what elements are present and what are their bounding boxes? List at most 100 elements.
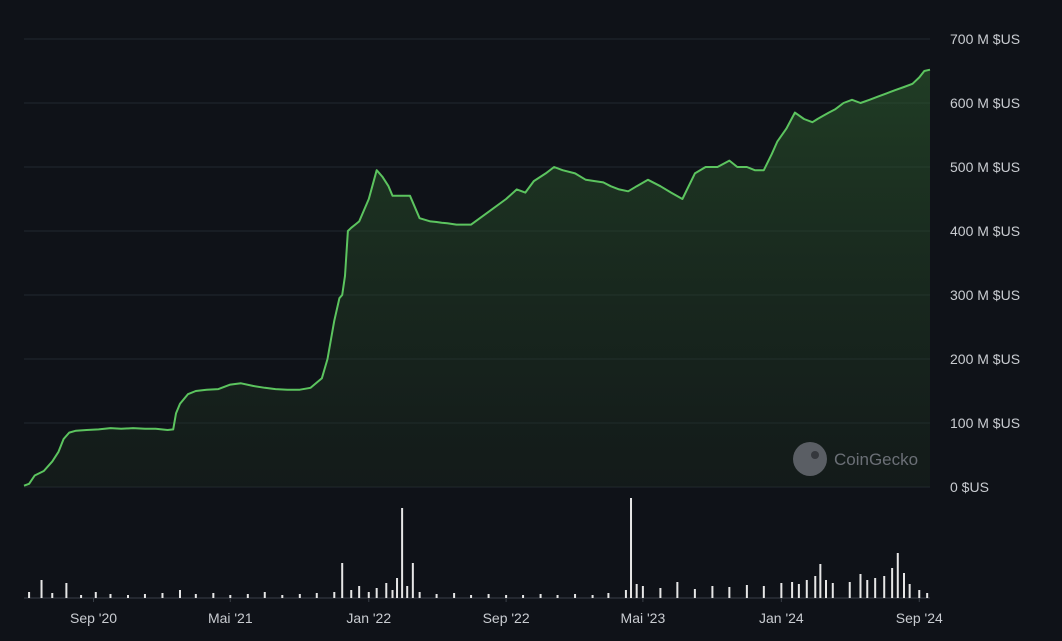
x-tick-label: Sep '22: [483, 610, 530, 626]
volume-bar: [109, 594, 112, 598]
coingecko-watermark: CoinGecko: [793, 442, 918, 476]
y-tick-label: 600 M $US: [950, 95, 1020, 111]
volume-bar: [780, 583, 783, 598]
volume-bar: [375, 588, 378, 598]
volume-bar: [918, 590, 921, 598]
volume-bar: [883, 576, 886, 598]
volume-bar: [298, 594, 301, 598]
volume-bar: [126, 595, 129, 598]
volume-bar: [143, 594, 146, 598]
volume-bar: [659, 588, 662, 598]
x-tick-label: Mai '21: [208, 610, 253, 626]
volume-bar: [65, 583, 68, 598]
volume-bar: [350, 590, 353, 598]
x-tick-label: Jan '22: [346, 610, 391, 626]
volume-bar: [385, 583, 388, 598]
volume-bar: [791, 582, 794, 598]
volume-bar: [51, 593, 54, 598]
volume-bar: [591, 595, 594, 598]
gecko-logo-icon: [793, 442, 827, 476]
y-tick-label: 500 M $US: [950, 159, 1020, 175]
volume-bar: [805, 580, 808, 598]
volume-bar: [418, 592, 421, 598]
volume-bars: [28, 498, 929, 598]
volume-bar: [848, 582, 851, 598]
x-axis-labels: Sep '20 Mai '21 Jan '22 Sep '22 Mai '23 Jan '…: [70, 598, 943, 626]
volume-bar: [281, 595, 284, 598]
volume-bar: [797, 584, 800, 598]
volume-bar: [358, 586, 361, 598]
volume-bar: [435, 594, 438, 598]
volume-bar: [28, 592, 31, 598]
volume-bar: [246, 594, 249, 598]
volume-bar: [891, 568, 894, 598]
volume-bar: [212, 593, 215, 598]
volume-bar: [40, 580, 43, 598]
volume-bar: [624, 590, 627, 598]
volume-bar: [194, 594, 197, 598]
volume-bar: [367, 592, 370, 598]
y-tick-label: 100 M $US: [950, 415, 1020, 431]
price-area-fill: [24, 69, 930, 487]
volume-bar: [745, 585, 748, 598]
volume-bar: [470, 595, 473, 598]
price-line: [23, 68, 931, 487]
volume-bar: [926, 593, 929, 598]
volume-bar: [762, 586, 765, 598]
y-tick-label: 200 M $US: [950, 351, 1020, 367]
volume-bar: [908, 584, 911, 598]
y-tick-label: 0 $US: [950, 479, 989, 495]
volume-bar: [859, 574, 862, 598]
volume-bar: [896, 553, 899, 598]
volume-bar: [406, 586, 409, 598]
volume-bar: [178, 590, 181, 598]
volume-bar: [866, 580, 869, 598]
volume-bar: [676, 582, 679, 598]
volume-bar: [315, 593, 318, 598]
volume-bar: [396, 578, 399, 598]
volume-bar: [728, 587, 731, 598]
volume-bar: [411, 563, 414, 598]
volume-bar: [401, 508, 404, 598]
volume-bar: [825, 580, 828, 598]
watermark-label: CoinGecko: [834, 450, 918, 469]
volume-bar: [539, 594, 542, 598]
volume-bar: [641, 586, 644, 598]
volume-bar: [161, 593, 164, 598]
volume-bar: [693, 589, 696, 598]
gecko-eye-icon: [811, 451, 819, 459]
price-line-layer: [23, 68, 931, 487]
volume-bar: [522, 595, 525, 598]
volume-bar: [556, 595, 559, 598]
y-axis-labels: 0 $US 100 M $US 200 M $US 300 M $US 400 M $U…: [950, 31, 1020, 495]
volume-bar: [505, 595, 508, 598]
volume-bar: [711, 586, 714, 598]
volume-bar: [607, 593, 610, 598]
volume-bar: [831, 583, 834, 598]
volume-bar: [333, 592, 336, 598]
volume-bar: [630, 498, 633, 598]
volume-bar: [814, 576, 817, 598]
volume-bar: [453, 593, 456, 598]
y-tick-label: 300 M $US: [950, 287, 1020, 303]
y-tick-label: 400 M $US: [950, 223, 1020, 239]
x-tick-label: Sep '24: [896, 610, 943, 626]
volume-bar: [341, 563, 344, 598]
volume-bar: [487, 594, 490, 598]
x-tick-label: Mai '23: [621, 610, 666, 626]
volume-bar: [874, 578, 877, 598]
volume-bar: [635, 584, 638, 598]
volume-bar: [574, 594, 577, 598]
volume-bar: [391, 590, 394, 598]
volume-bar: [903, 573, 906, 598]
volume-bar: [94, 592, 97, 598]
volume-bar: [819, 564, 822, 598]
volume-bar: [80, 595, 83, 598]
x-tick-label: Jan '24: [759, 610, 804, 626]
x-tick-label: Sep '20: [70, 610, 117, 626]
volume-bar: [263, 592, 266, 598]
y-tick-label: 700 M $US: [950, 31, 1020, 47]
area-fill-layer: [24, 69, 930, 487]
